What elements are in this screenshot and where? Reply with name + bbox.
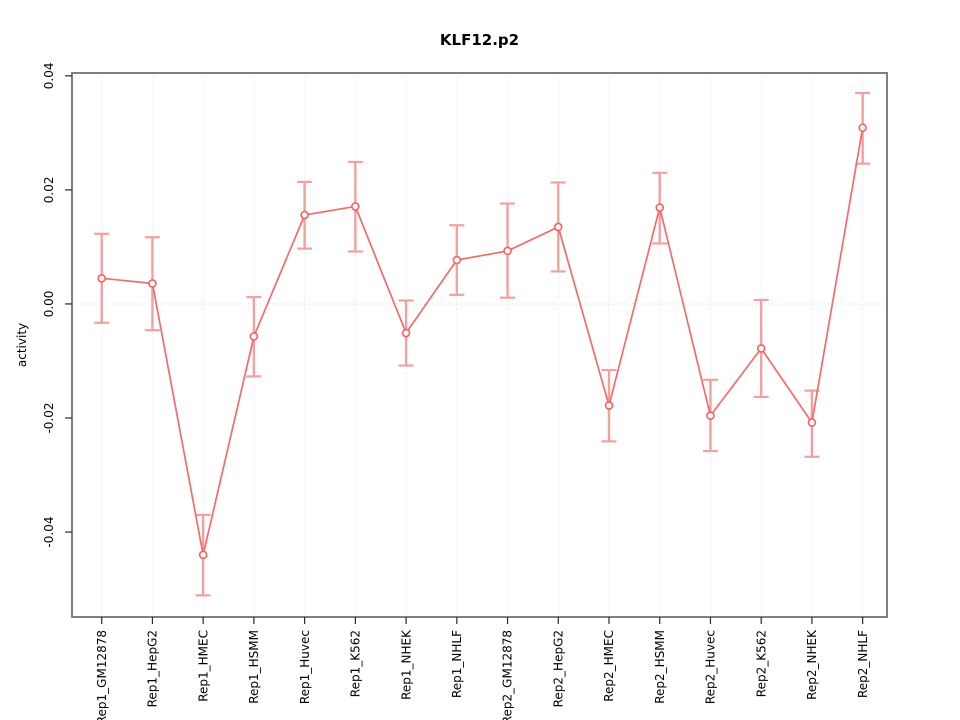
y-axis-label: activity bbox=[15, 323, 29, 367]
data-point bbox=[655, 203, 665, 212]
x-tick-label: Rep2_NHLF bbox=[856, 630, 870, 698]
trend-line bbox=[101, 127, 864, 556]
data-point bbox=[756, 344, 766, 353]
y-tick-label: 0.00 bbox=[42, 291, 56, 318]
data-point bbox=[553, 222, 563, 232]
x-tick-label: Rep1_NHEK bbox=[399, 629, 413, 700]
y-tick-label: -0.02 bbox=[42, 402, 56, 433]
data-point bbox=[604, 401, 614, 410]
data-point bbox=[452, 255, 462, 265]
y-axis: -0.04 -0.02 0.00 0.02 0.04 bbox=[42, 62, 72, 548]
x-tick-label: Rep1_GM12878 bbox=[95, 630, 109, 720]
x-tick-label: Rep2_HSMM bbox=[653, 630, 667, 704]
data-point bbox=[503, 246, 512, 256]
data-point bbox=[807, 418, 817, 427]
x-tick-label: Rep2_HepG2 bbox=[551, 630, 565, 707]
y-tick-label: 0.02 bbox=[42, 177, 56, 204]
x-tick-label: Rep1_HMEC bbox=[196, 630, 210, 702]
x-tick-label: Rep2_Huvec bbox=[704, 630, 718, 704]
chart-title: KLF12.p2 bbox=[440, 31, 519, 49]
x-tick-label: Rep1_HepG2 bbox=[146, 630, 160, 707]
data-point bbox=[706, 411, 715, 421]
x-tick-label: Rep1_HSMM bbox=[247, 630, 261, 704]
y-tick-label: -0.04 bbox=[42, 517, 56, 548]
x-tick-label: Rep1_K562 bbox=[349, 630, 363, 697]
data-point bbox=[351, 202, 360, 211]
x-tick-label: Rep2_HMEC bbox=[602, 630, 616, 702]
x-tick-label: Rep2_K562 bbox=[754, 630, 768, 697]
data-point bbox=[401, 328, 411, 338]
x-tick-label: Rep2_GM12878 bbox=[501, 630, 515, 720]
x-tick-label: Rep1_Huvec bbox=[298, 630, 312, 704]
data-point bbox=[858, 123, 867, 133]
data-points bbox=[97, 123, 867, 560]
x-tick-label: Rep2_NHEK bbox=[805, 629, 819, 700]
x-tick-label: Rep1_NHLF bbox=[450, 630, 464, 698]
gridlines bbox=[72, 73, 887, 617]
data-point bbox=[300, 210, 309, 220]
series-line bbox=[101, 127, 864, 556]
y-tick-label: 0.04 bbox=[42, 62, 56, 89]
data-point bbox=[198, 550, 208, 560]
plot-frame bbox=[71, 72, 888, 618]
data-point bbox=[148, 279, 157, 288]
data-point bbox=[97, 273, 106, 283]
data-point bbox=[249, 332, 259, 341]
x-axis: Rep1_GM12878 Rep1_HepG2 Rep1_HMEC Rep1_HSMM… bbox=[95, 617, 870, 720]
